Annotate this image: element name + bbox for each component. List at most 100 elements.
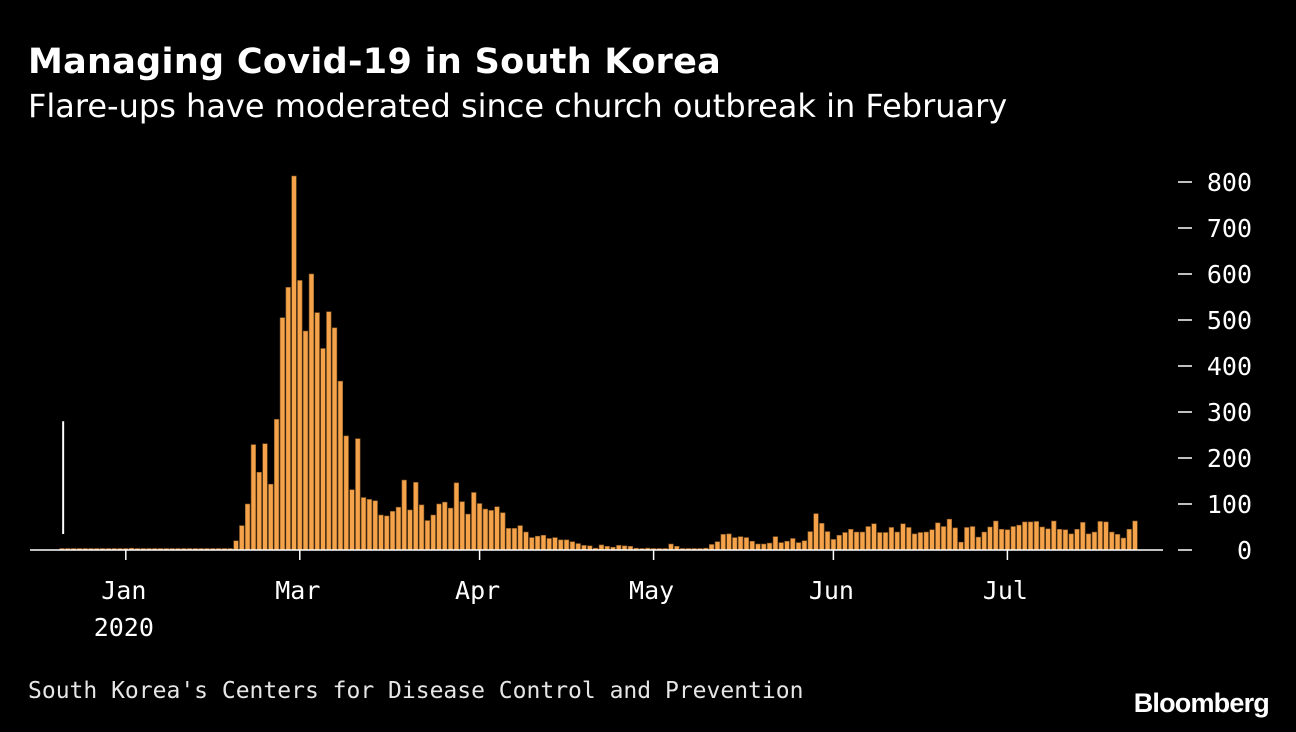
bar (882, 532, 889, 551)
bar (1086, 533, 1092, 551)
y-axis: 0 100 200 300 400 500 600 700 800 (1178, 168, 1252, 565)
bar (418, 504, 425, 551)
bar (929, 529, 935, 551)
bar (842, 532, 848, 551)
bar (906, 527, 912, 551)
bar (407, 509, 413, 551)
bar (413, 482, 419, 551)
bar (540, 534, 546, 551)
bar (482, 508, 489, 551)
bar (384, 515, 390, 551)
bar (1115, 534, 1121, 551)
bar (1004, 529, 1010, 551)
y-tick-label: 700 (1207, 214, 1252, 243)
bar (964, 527, 970, 551)
bar (297, 280, 303, 551)
bar (877, 532, 883, 551)
bar (366, 499, 373, 551)
bar (1091, 531, 1097, 551)
bar (308, 273, 315, 551)
bar (563, 539, 570, 551)
x-axis: Jan 2020 Mar Apr May Jun Jul (94, 550, 1028, 642)
bar (969, 526, 976, 551)
bar (389, 511, 396, 551)
bar (1132, 520, 1138, 551)
x-tick-label: Jun (809, 576, 854, 605)
bar (1097, 521, 1103, 551)
bar (998, 528, 1005, 551)
bar (749, 540, 755, 551)
bar (517, 525, 523, 551)
bar (801, 540, 807, 551)
bar (714, 541, 720, 551)
bar (1045, 528, 1051, 551)
source-note: South Korea's Centers for Disease Contro… (28, 678, 804, 704)
bar (917, 532, 923, 551)
x-tick-year-label: 2020 (94, 613, 154, 642)
y-tick-label: 200 (1207, 444, 1252, 473)
bar (766, 542, 773, 551)
bar-series (59, 175, 1138, 551)
x-tick-label: Apr (455, 576, 500, 605)
bar (807, 531, 813, 551)
bar (465, 513, 471, 551)
bar (442, 501, 448, 551)
bar (511, 528, 517, 551)
bar (256, 471, 262, 551)
bar (755, 543, 761, 551)
bar (326, 311, 332, 551)
bar (1120, 537, 1126, 551)
bar (285, 287, 291, 551)
bar (245, 503, 251, 551)
bar (1033, 521, 1039, 551)
bar (836, 534, 842, 551)
bar (1010, 526, 1016, 551)
bar (436, 503, 442, 551)
bar (958, 541, 964, 551)
daily-cases-bar-chart: 0 100 200 300 400 500 600 700 800 Jan 2020 Mar Apr M… (30, 168, 1252, 642)
bar (720, 534, 726, 551)
bar (546, 538, 552, 551)
bar (975, 536, 981, 551)
bar (302, 330, 309, 551)
chart-subtitle: Flare-ups have moderated since church ou… (28, 87, 1008, 125)
bar (778, 542, 784, 551)
bar (500, 512, 506, 551)
bar (871, 523, 877, 551)
bar (378, 514, 384, 551)
bar (853, 531, 860, 551)
bar (940, 526, 947, 551)
bar (250, 444, 257, 551)
bar (1028, 521, 1034, 551)
y-tick-label: 0 (1237, 536, 1252, 565)
bar (1074, 528, 1080, 551)
bar (668, 543, 674, 551)
bar (935, 522, 941, 551)
bar (1057, 528, 1063, 551)
bloomberg-logo: Bloomberg (1133, 688, 1270, 718)
bar (471, 492, 477, 551)
bar (291, 175, 297, 551)
bar (737, 536, 744, 551)
bar (534, 535, 541, 551)
bar (331, 327, 338, 551)
bar (262, 443, 268, 551)
bar (488, 510, 494, 551)
bar (1126, 528, 1132, 551)
bar (732, 537, 738, 551)
bar (900, 523, 906, 551)
bar (343, 435, 349, 551)
bar (523, 531, 529, 551)
bar (558, 539, 564, 551)
bar (233, 540, 239, 551)
bar (1080, 522, 1086, 551)
bar (981, 531, 987, 551)
y-tick-label: 300 (1207, 398, 1252, 427)
y-tick-label: 100 (1207, 490, 1252, 519)
y-tick-label: 800 (1207, 168, 1252, 197)
bar (1022, 521, 1028, 551)
bar (1051, 520, 1057, 551)
chart-title: Managing Covid-19 in South Korea (28, 42, 722, 82)
bar (447, 507, 454, 551)
bar (320, 348, 326, 551)
